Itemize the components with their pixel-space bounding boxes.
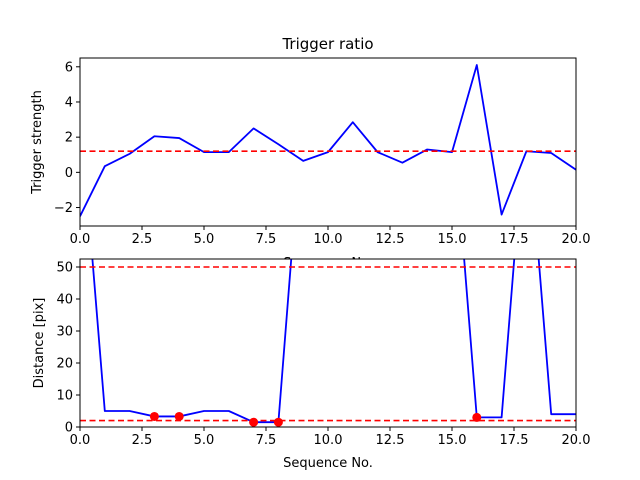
plot-area bbox=[80, 64, 576, 217]
plot-area bbox=[80, 259, 576, 427]
x-tick-label: 12.5 bbox=[376, 232, 405, 247]
x-tick-label: 2.5 bbox=[132, 232, 153, 247]
x-tick-label: 2.5 bbox=[132, 433, 153, 448]
x-tick-label: 15.0 bbox=[438, 433, 467, 448]
axes-background bbox=[80, 259, 576, 427]
y-tick-label: 20 bbox=[56, 357, 73, 372]
x-tick-label: 17.5 bbox=[500, 232, 529, 247]
x-tick-label: 15.0 bbox=[438, 232, 467, 247]
axes-frame bbox=[79, 258, 577, 428]
x-tick-label: 17.5 bbox=[500, 433, 529, 448]
y-tick-label: 40 bbox=[56, 293, 73, 308]
x-tick-label: 10.0 bbox=[314, 433, 343, 448]
y-tick-label: −2 bbox=[54, 201, 73, 216]
axes-ticks: 0.0 2.5 5.0 7.5 10.0 12.5 15.0 17.5 20.0 0 10 20 30 4… bbox=[56, 261, 590, 449]
x-tick-label: 7.5 bbox=[256, 232, 277, 247]
series-line bbox=[91, 259, 576, 424]
y-tick-label: 0 bbox=[65, 421, 73, 436]
axes-frame bbox=[79, 57, 577, 227]
data-point-marker bbox=[249, 417, 259, 427]
y-tick-label: 4 bbox=[65, 95, 73, 110]
x-tick-label: 12.5 bbox=[376, 433, 405, 448]
trigger-ratio-subplot: Trigger ratio 0.0 2.5 5.0 7.5 10.0 12.5 15.0 17… bbox=[30, 35, 590, 271]
data-point-marker bbox=[174, 411, 184, 421]
y-tick-label: 50 bbox=[56, 261, 73, 276]
axes-ticks: 0.0 2.5 5.0 7.5 10.0 12.5 15.0 17.5 20.0 −2 0 2 4 6 bbox=[54, 60, 591, 247]
x-tick-label: 20.0 bbox=[562, 433, 591, 448]
data-point-marker bbox=[273, 417, 283, 427]
distance-subplot: 0.0 2.5 5.0 7.5 10.0 12.5 15.0 17.5 20.0 0 10 20 30 4… bbox=[32, 258, 590, 471]
y-tick-label: 6 bbox=[65, 60, 73, 75]
y-tick-label: 30 bbox=[56, 325, 73, 340]
x-tick-label: 7.5 bbox=[256, 433, 277, 448]
data-point-marker bbox=[149, 411, 159, 421]
y-tick-label: 0 bbox=[65, 166, 73, 181]
x-tick-label: 5.0 bbox=[194, 433, 215, 448]
y-axis-label: Trigger strength bbox=[30, 90, 45, 195]
x-tick-label: 0.0 bbox=[70, 433, 91, 448]
chart-title: Trigger ratio bbox=[281, 35, 373, 53]
y-tick-label: 10 bbox=[56, 389, 73, 404]
data-point-marker bbox=[472, 412, 482, 422]
x-tick-label: 20.0 bbox=[562, 232, 591, 247]
x-tick-label: 5.0 bbox=[194, 232, 215, 247]
series-line bbox=[80, 64, 576, 217]
y-axis-label: Distance [pix] bbox=[32, 298, 47, 389]
x-tick-label: 0.0 bbox=[70, 232, 91, 247]
x-axis-label: Sequence No. bbox=[283, 456, 373, 471]
x-tick-label: 10.0 bbox=[314, 232, 343, 247]
y-tick-label: 2 bbox=[65, 131, 73, 146]
